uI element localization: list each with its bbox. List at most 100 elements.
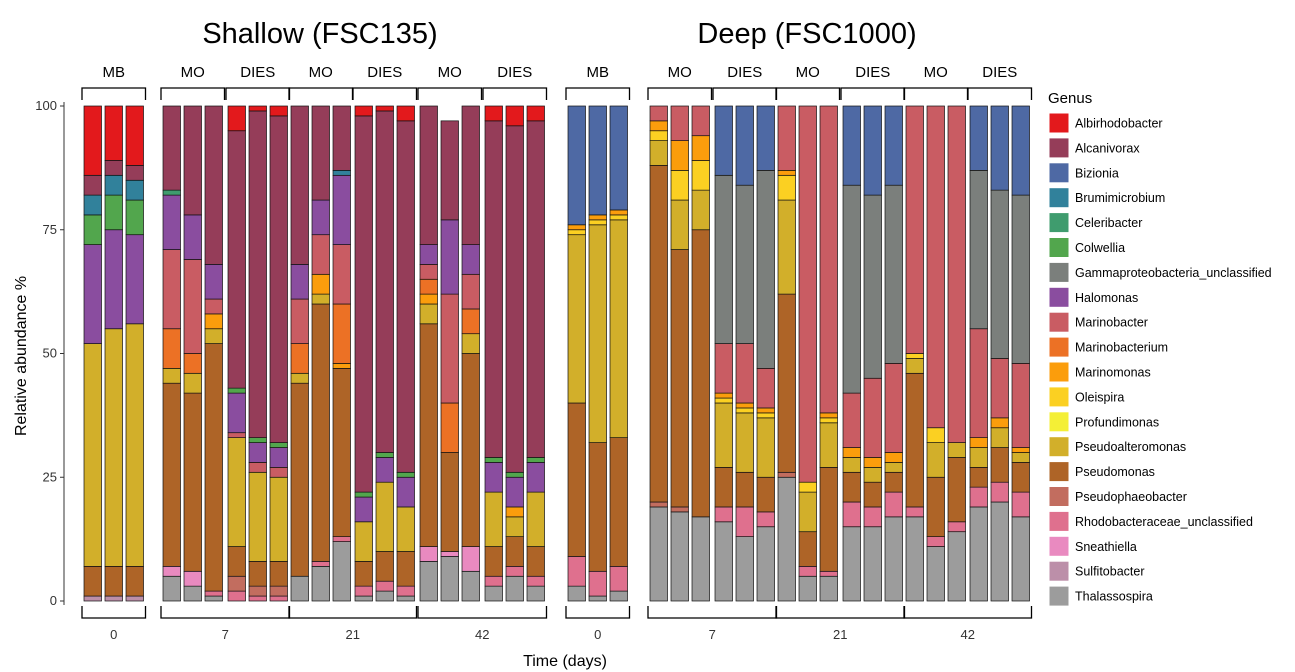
bar-segment-pseudoalteromonas [248, 471, 267, 562]
legend-label: Brumimicrobium [1075, 191, 1165, 205]
bar-segment-colwellia [396, 471, 415, 478]
bar-segment-pseudophaeobacter [777, 471, 796, 478]
bar-segment-pseudomonas [819, 467, 838, 572]
bar-segment-pseudomonas [884, 471, 903, 493]
bar-segment-pseudomonas [332, 368, 351, 538]
bar-segment-thalassospira [884, 516, 903, 602]
group-label: MB [587, 64, 610, 81]
bar-segment-thalassospira [649, 506, 668, 602]
legend-label: Halomonas [1075, 291, 1138, 305]
legend-swatch [1048, 386, 1070, 408]
legend-swatch [1048, 311, 1070, 333]
bar-segment-marinobacterium [290, 343, 309, 374]
bar-segment-oleispira [905, 353, 924, 359]
bar-segment-alcanivorax [332, 105, 351, 171]
bar-segment-alcanivorax [83, 174, 102, 196]
bar-segment-halomonas [248, 442, 267, 463]
bar-segment-pseudoalteromonas [926, 442, 945, 478]
bar-segment-pseudoalteromonas [183, 372, 202, 394]
bar-segment-alcanivorax [125, 165, 144, 181]
bar-segment-halomonas [83, 244, 102, 344]
bar-segment-marinobacter [227, 432, 246, 439]
day-bracket [903, 606, 1033, 619]
legend-swatch [1048, 336, 1070, 358]
bar-segment-rhodobacteraceae_unclassified [926, 536, 945, 547]
bar-segment-marinomonas [332, 363, 351, 369]
bar-segment-bizionia [990, 105, 1009, 191]
bar-segment-gammaproteobacteria_unclassified [756, 170, 775, 369]
bar-segment-brumimicrobium [332, 170, 351, 176]
legend: Genus Albirhodobacter Alcanivorax Bizionia… [1048, 90, 1272, 607]
bar-segment-thalassospira [311, 565, 330, 602]
bar-segment-pseudoalteromonas [1011, 452, 1030, 463]
bar-segment-oleispira [777, 174, 796, 201]
bar-segment-halomonas [419, 244, 438, 265]
bar-segment-marinobacterium [183, 353, 202, 374]
bar-segment-pseudoalteromonas [125, 323, 144, 567]
bar-segment-pseudomonas [1011, 462, 1030, 493]
bar-segment-alcanivorax [183, 105, 202, 216]
bar-segment-pseudomonas [969, 467, 988, 488]
bar-segment-rhodobacteraceae_unclassified [714, 506, 733, 523]
bar-segment-alcanivorax [269, 115, 288, 443]
legend-swatch [1048, 112, 1070, 134]
bar-segment-colwellia [526, 457, 545, 463]
bar-segment-thalassospira [842, 526, 861, 602]
bar-segment-thalassospira [990, 501, 1009, 602]
bar-segment-colwellia [269, 442, 288, 448]
bar-segment-pseudoalteromonas [842, 457, 861, 473]
bar-segment-pseudomonas [649, 165, 668, 503]
bar-segment-marinomonas [969, 437, 988, 448]
bar-segment-marinomonas [505, 506, 524, 518]
bar-segment-rhodobacteraceae_unclassified [884, 491, 903, 518]
bar-segment-pseudomonas [842, 471, 861, 503]
x-tick-label: 7 [709, 627, 716, 642]
panel-title: Shallow (FSC135) [202, 18, 437, 50]
legend-swatch [1048, 187, 1070, 209]
x-tick-label: 21 [346, 627, 360, 642]
bar-segment-oleispira [714, 397, 733, 404]
bar-segment-pseudomonas [670, 249, 689, 508]
bar-segment-pseudoalteromonas [290, 372, 309, 384]
bar-segment-pseudomonas [588, 442, 607, 572]
bar-segment-pseudoalteromonas [691, 189, 710, 231]
bar-segment-halomonas [311, 199, 330, 236]
bar-segment-gammaproteobacteria_unclassified [714, 174, 733, 344]
bar-segment-oleispira [649, 130, 668, 141]
bar-segment-pseudoalteromonas [798, 491, 817, 533]
group-bracket [288, 87, 354, 100]
bar-segment-alcanivorax [104, 160, 123, 176]
bar-segment-alcanivorax [396, 120, 415, 473]
legend-label: Albirhodobacter [1075, 117, 1163, 131]
bar-segment-albirhodobacter [505, 105, 524, 127]
legend-label: Marinomonas [1075, 366, 1151, 380]
bar-segment-marinomonas [990, 417, 1009, 429]
bar-segment-marinomonas [819, 412, 838, 419]
bar-segment-halomonas [332, 174, 351, 245]
bar-segment-pseudoalteromonas [819, 422, 838, 468]
x-tick-label: 0 [594, 627, 601, 642]
bar-segment-pseudoalteromonas [526, 491, 545, 547]
bar-segment-marinomonas [884, 452, 903, 463]
bar-segment-marinobacterium [461, 308, 480, 335]
bar-segment-marinobacter [269, 467, 288, 478]
bar-segment-marinobacterium [332, 303, 351, 364]
bar-segment-alcanivorax [311, 105, 330, 201]
bar-segment-brumimicrobium [104, 174, 123, 196]
bar-segment-marinobacter [461, 273, 480, 310]
legend-label: Pseudoalteromonas [1075, 440, 1186, 454]
y-tick-label: 0 [50, 593, 57, 608]
group-label: MO [438, 64, 462, 81]
legend-label: Gammaproteobacteria_unclassified [1075, 266, 1272, 280]
bar-segment-thalassospira [969, 506, 988, 602]
bar-segment-pseudoalteromonas [104, 328, 123, 567]
bar-segment-pseudoalteromonas [83, 343, 102, 567]
bar-segment-pseudophaeobacter [248, 585, 267, 597]
bar-segment-oleispira [798, 481, 817, 493]
bar-segment-pseudomonas [204, 343, 223, 592]
bar-segment-halomonas [125, 234, 144, 325]
bar-segment-oleispira [735, 407, 754, 414]
bar-segment-pseudoalteromonas [311, 293, 330, 305]
day-bracket [565, 606, 631, 619]
bar-segment-thalassospira [461, 570, 480, 602]
